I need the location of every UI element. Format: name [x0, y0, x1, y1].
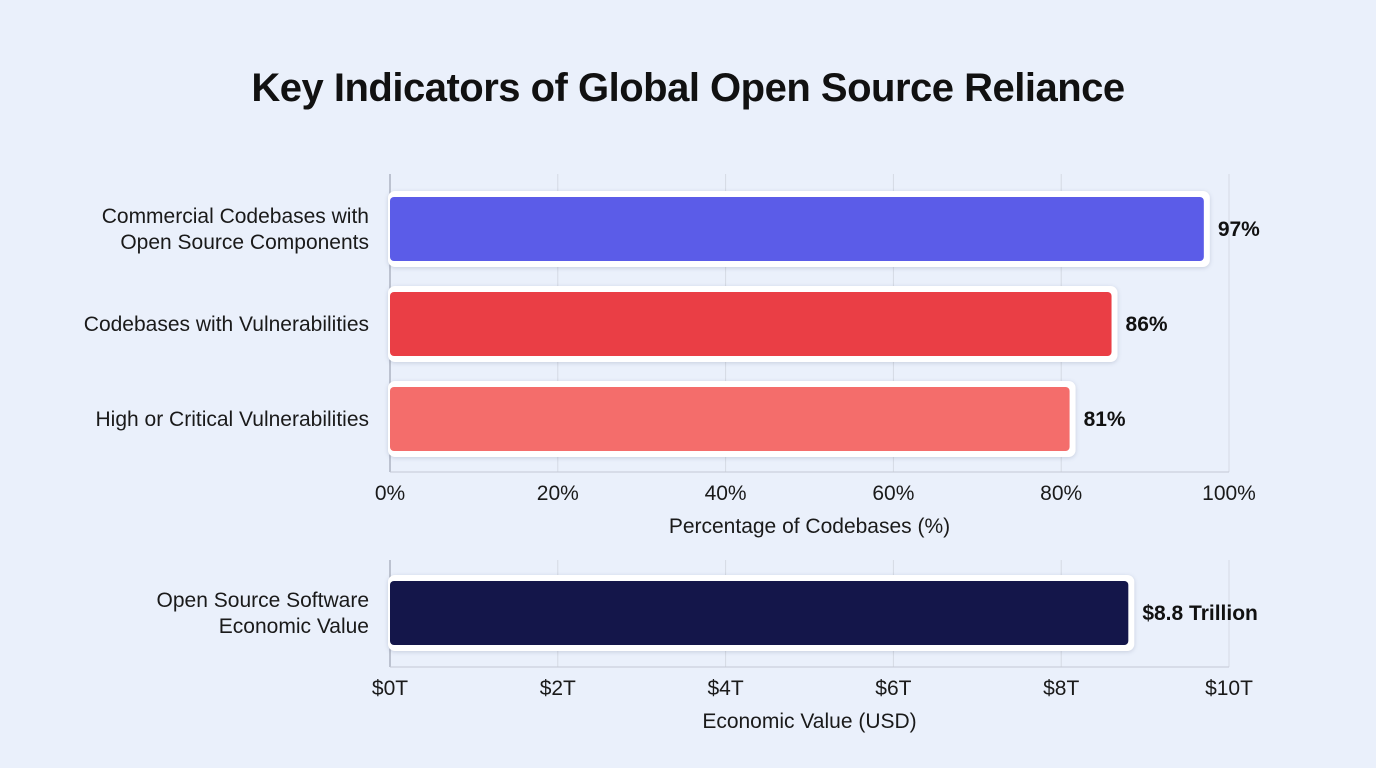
percent-data-label: 97%	[1218, 218, 1260, 241]
percent-data-label: 86%	[1126, 313, 1168, 336]
percent-chart: 97% Commercial Codebases with Open Source …	[84, 174, 1260, 538]
value-tick-label: $10T	[1205, 677, 1253, 700]
percent-tick-label: 80%	[1040, 482, 1082, 505]
value-tick-label: $8T	[1043, 677, 1079, 700]
percent-category-label: High or Critical Vulnerabilities	[96, 408, 370, 431]
percent-category-label: Commercial Codebases with	[102, 205, 369, 228]
value-tick-label: $4T	[708, 677, 744, 700]
percent-bar	[390, 197, 1204, 261]
value-axis-title: Economic Value (USD)	[702, 710, 916, 733]
value-tick-label: $0T	[372, 677, 408, 700]
percent-tick-label: 100%	[1202, 482, 1256, 505]
value-tick-label: $2T	[540, 677, 576, 700]
value-bar	[390, 581, 1129, 645]
percent-category-label: Open Source Components	[120, 231, 369, 254]
percent-bar	[390, 387, 1070, 451]
value-category-label: Open Source Software	[157, 589, 369, 612]
percent-bar	[390, 292, 1112, 356]
percent-category-label: Codebases with Vulnerabilities	[84, 313, 369, 336]
percent-tick-label: 0%	[375, 482, 405, 505]
value-category-label: Economic Value	[219, 615, 369, 638]
percent-tick-label: 60%	[872, 482, 914, 505]
percent-axis-title: Percentage of Codebases (%)	[669, 515, 950, 538]
percent-tick-label: 20%	[537, 482, 579, 505]
percent-tick-label: 40%	[705, 482, 747, 505]
chart-title: Key Indicators of Global Open Source Rel…	[251, 66, 1125, 110]
percent-data-label: 81%	[1084, 408, 1126, 431]
value-chart: $8.8 Trillion Open Source Software Economi…	[157, 560, 1258, 733]
value-tick-label: $6T	[875, 677, 911, 700]
value-data-label: $8.8 Trillion	[1142, 602, 1258, 625]
